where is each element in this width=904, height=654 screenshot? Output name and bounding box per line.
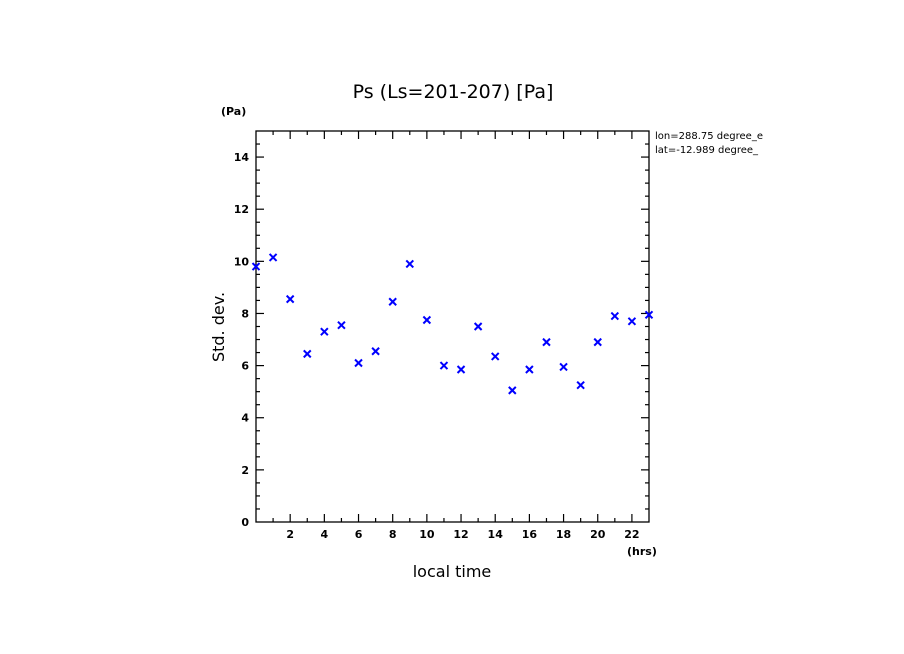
x-tick-label: 12 [453, 528, 468, 541]
data-point [576, 380, 585, 390]
y-tick-label: 2 [241, 464, 249, 477]
x-tick-label: 22 [624, 528, 639, 541]
x-tick-label: 10 [419, 528, 435, 541]
x-tick-label: 16 [522, 528, 538, 541]
marker-stroke [473, 322, 483, 331]
y-tick-label: 8 [241, 307, 249, 320]
data-point [422, 315, 432, 325]
x-tick-label: 14 [488, 528, 504, 541]
y-tick-label: 6 [241, 360, 249, 373]
chart-title: Ps (Ls=201-207) [Pa] [353, 81, 554, 103]
x-tick-label: 4 [321, 528, 329, 541]
x-tick-label: 6 [355, 528, 363, 541]
data-point [251, 262, 261, 271]
data-point [508, 386, 517, 395]
marker-stroke [405, 259, 414, 269]
marker-stroke [491, 352, 500, 361]
y-tick-label: 4 [241, 412, 249, 425]
data-point [525, 365, 534, 374]
data-point [456, 365, 466, 374]
data-points [251, 253, 654, 395]
marker-stroke [320, 327, 329, 336]
y-axis-label: Std. dev. [209, 292, 228, 362]
marker-stroke [303, 349, 312, 359]
marker-stroke [388, 297, 397, 306]
data-point [491, 352, 500, 361]
data-point [268, 253, 278, 262]
data-point [371, 347, 380, 356]
x-unit-label: (hrs) [627, 545, 657, 558]
marker-stroke [337, 320, 346, 330]
marker-stroke [644, 310, 654, 319]
marker-stroke [439, 361, 449, 370]
data-point [644, 310, 654, 319]
data-point [439, 361, 449, 370]
data-point [354, 358, 363, 368]
data-point [303, 349, 312, 359]
data-point [320, 327, 329, 336]
x-axis-label: local time [413, 562, 492, 581]
x-tick-label: 8 [389, 528, 397, 541]
y-tick-label: 10 [234, 255, 250, 268]
marker-stroke [559, 362, 568, 372]
data-point [627, 317, 637, 326]
marker-stroke [542, 337, 551, 347]
data-point [285, 294, 295, 304]
axis-ticks: 2 4 6 8 10 12 14 16 18 20 22 0 2 4 6 8 10 12 14 [234, 131, 649, 541]
y-unit-label: (Pa) [221, 105, 246, 118]
marker-stroke [593, 337, 602, 347]
marker-stroke [371, 347, 380, 356]
data-point [610, 311, 620, 321]
marker-stroke [610, 311, 620, 321]
data-point [405, 259, 414, 269]
marker-stroke [576, 380, 585, 390]
marker-stroke [525, 365, 534, 374]
marker-stroke [285, 294, 295, 304]
data-point [542, 337, 551, 347]
marker-stroke [627, 317, 637, 326]
x-tick-label: 2 [286, 528, 294, 541]
data-point [337, 320, 346, 330]
data-point [473, 322, 483, 331]
x-tick-label: 18 [556, 528, 571, 541]
plot-frame [255, 130, 650, 523]
marker-stroke [268, 253, 278, 262]
x-tick-label: 20 [590, 528, 606, 541]
data-point [388, 297, 397, 306]
marker-stroke [456, 365, 466, 374]
marker-stroke [251, 262, 261, 271]
y-tick-label: 0 [241, 516, 249, 529]
marker-stroke [508, 386, 517, 395]
data-point [559, 362, 568, 372]
longitude-annotation: lon=288.75 degree_e [655, 131, 763, 142]
y-tick-label: 14 [234, 151, 250, 164]
y-tick-label: 12 [234, 203, 249, 216]
latitude-annotation: lat=-12.989 degree_ [655, 145, 759, 156]
marker-stroke [422, 315, 432, 325]
marker-stroke [354, 358, 363, 368]
data-point [593, 337, 602, 347]
